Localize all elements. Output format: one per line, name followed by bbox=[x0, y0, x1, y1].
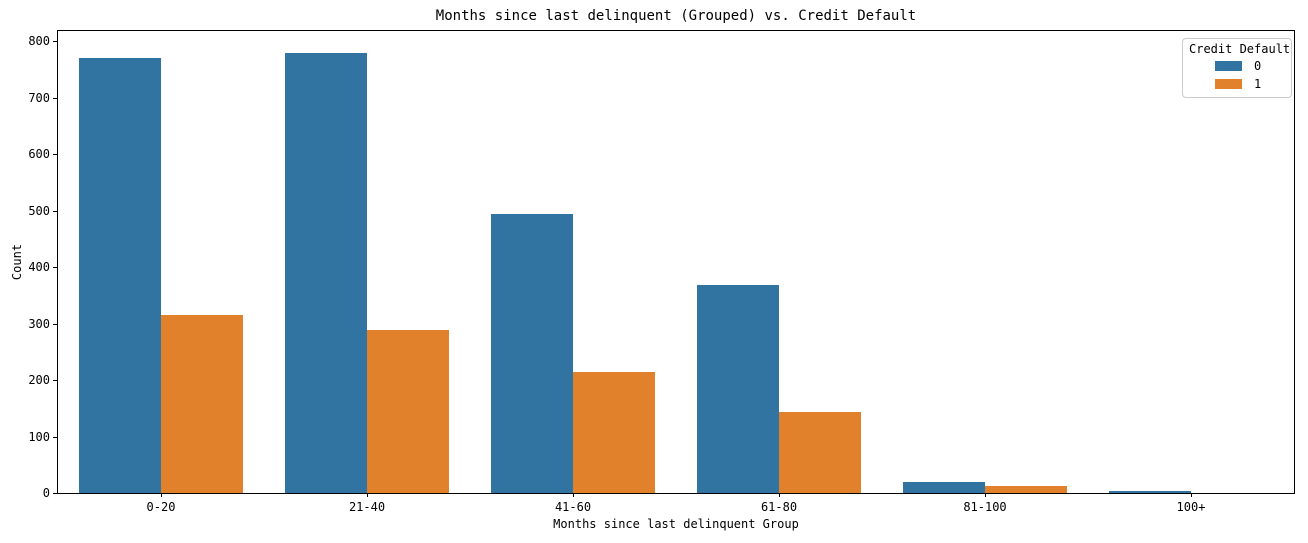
y-tick-label: 300 bbox=[28, 316, 50, 331]
legend-entry-label: 0 bbox=[1254, 59, 1262, 73]
x-tick-label: 100+ bbox=[1176, 500, 1206, 514]
y-axis-label: Count bbox=[10, 243, 24, 281]
plot-area bbox=[57, 30, 1295, 494]
legend-patch-icon bbox=[1215, 61, 1242, 71]
y-tick-label: 800 bbox=[28, 34, 50, 49]
bar-81-100-series-0 bbox=[902, 482, 985, 493]
legend-entry-1: 1 bbox=[1189, 75, 1285, 93]
y-tick-label: 700 bbox=[28, 90, 50, 105]
bar-81-100-series-1 bbox=[985, 485, 1068, 493]
legend-entry-label: 1 bbox=[1254, 77, 1262, 91]
x-axis-label: Months since last delinquent Group bbox=[553, 517, 799, 531]
bar-0-20-series-0 bbox=[78, 57, 161, 493]
y-tick-label: 200 bbox=[28, 373, 50, 388]
legend-patch-icon bbox=[1215, 79, 1242, 89]
y-tick-label: 500 bbox=[28, 203, 50, 218]
bar-41-60-series-0 bbox=[490, 214, 573, 493]
bar-61-80-series-0 bbox=[696, 285, 779, 493]
x-tick-label: 41-60 bbox=[554, 500, 592, 514]
x-tick-label: 0-20 bbox=[146, 500, 176, 514]
y-tick-label: 0 bbox=[42, 486, 50, 500]
bar-61-80-series-1 bbox=[779, 411, 862, 493]
bar-21-40-series-0 bbox=[284, 53, 367, 493]
y-tick-label: 600 bbox=[28, 147, 50, 162]
bar-0-20-series-1 bbox=[161, 315, 244, 493]
legend-title: Credit Default bbox=[1189, 42, 1291, 56]
y-tick-label: 100 bbox=[28, 429, 50, 444]
chart-title: Months since last delinquent (Grouped) v… bbox=[435, 8, 917, 24]
bar-41-60-series-1 bbox=[573, 371, 656, 493]
bar-100+-series-0 bbox=[1108, 490, 1191, 493]
x-tick-label: 81-100 bbox=[963, 500, 1007, 514]
x-tick-label: 21-40 bbox=[348, 500, 386, 514]
x-tick-label: 61-80 bbox=[760, 500, 798, 514]
legend-entry-0: 0 bbox=[1189, 57, 1285, 75]
bars-layer bbox=[58, 31, 1294, 493]
bar-21-40-series-1 bbox=[367, 329, 450, 493]
